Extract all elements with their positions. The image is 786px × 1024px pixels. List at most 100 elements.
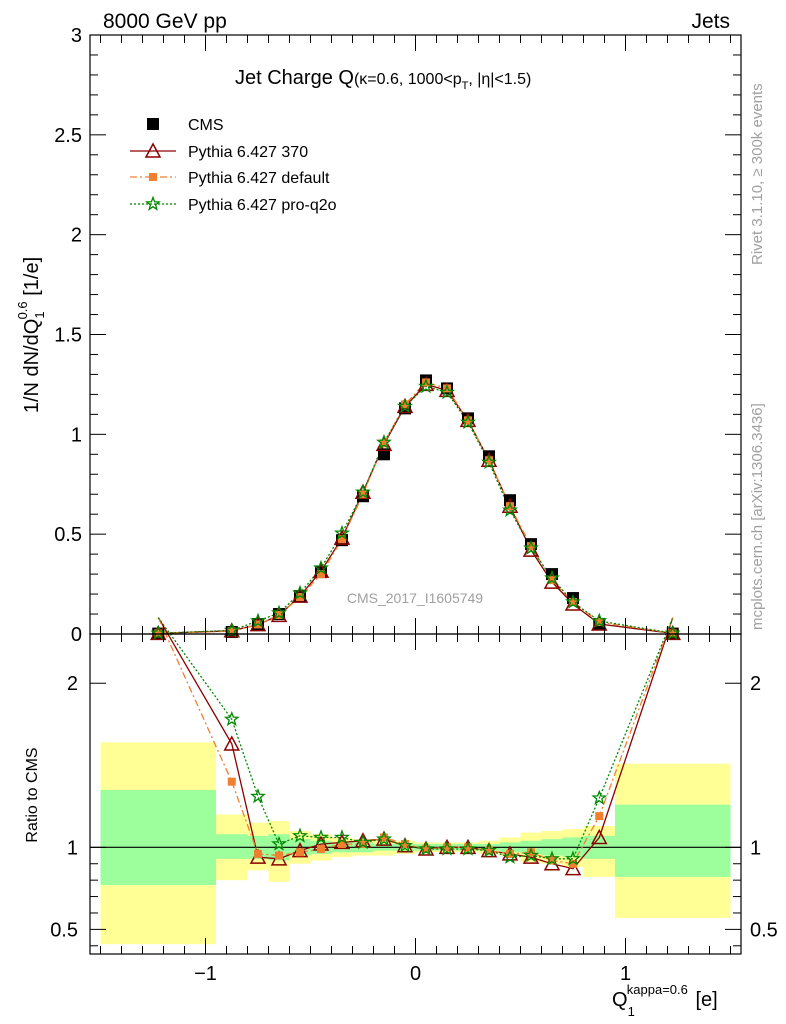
main-point-pro-q2o <box>591 612 608 628</box>
plot-title-cuts: (κ=0.6, 1000<p <box>354 71 462 88</box>
ratio-point-pro-q2o <box>271 835 287 851</box>
plot-title-eta-cut: , |η|<1.5) <box>468 71 531 88</box>
legend-marker-cms <box>147 118 159 130</box>
main-point-pro-q2o <box>544 569 560 585</box>
main-point-default <box>569 598 577 607</box>
main-point-pro-q2o <box>292 584 308 600</box>
main-point-default <box>338 535 346 544</box>
ratio-point-370 <box>564 860 582 876</box>
main-point-pro-q2o <box>150 624 167 641</box>
ratio-point-default <box>569 859 577 868</box>
ratio-point-pro-q2o <box>565 850 581 866</box>
ratio-point-default <box>401 840 409 849</box>
ratio-point-pro-q2o <box>292 827 308 843</box>
process-label: Jets <box>691 10 730 33</box>
ratio-y-tick-label: 1 <box>67 837 78 859</box>
legend-label-3: Pythia 6.427 pro-q2o <box>188 197 337 214</box>
x-axis-label: Q1 kappa=0.6 [e] <box>612 982 718 1019</box>
main-point-default <box>485 456 493 465</box>
legend: CMS Pythia 6.427 370 Pythia 6.427 default P… <box>130 117 337 214</box>
main-point-pro-q2o <box>502 501 518 518</box>
main-point-default <box>380 439 388 448</box>
ratio-y-tick-label-right: 0.5 <box>750 919 778 941</box>
ratio-band-green-bin-19 <box>615 804 731 877</box>
main-point-pro-q2o <box>397 398 413 414</box>
ratio-point-pro-q2o <box>355 834 371 850</box>
ratio-point-pro-q2o <box>223 710 240 727</box>
ratio-panel-series <box>157 617 674 876</box>
legend-marker-pro-q2o <box>145 195 161 211</box>
ratio-point-pro-q2o <box>418 840 434 856</box>
main-point-default <box>296 593 304 602</box>
x-label-subscript: 1 <box>628 1004 635 1019</box>
main-y-tick-label: 3 <box>71 25 82 47</box>
main-point-default <box>401 400 409 409</box>
main-y-tick-label: 0.5 <box>54 524 82 546</box>
legend-label-2: Pythia 6.427 default <box>188 170 330 187</box>
ratio-point-default <box>506 849 514 858</box>
ratio-point-pro-q2o <box>250 788 266 804</box>
x-label-superscript: kappa=0.6 <box>627 982 688 997</box>
main-point-pro-q2o <box>250 612 266 628</box>
ratio-y-tick-label-right: 1 <box>750 837 761 859</box>
legend-label-0: CMS <box>188 117 224 134</box>
ratio-point-pro-q2o <box>397 837 413 853</box>
ratio-y-tick-label: 2 <box>67 673 78 695</box>
main-point-pro-q2o <box>460 414 476 430</box>
main-y-tick-label: 1 <box>71 424 82 446</box>
ratio-point-pro-q2o <box>460 840 476 856</box>
ratio-point-default <box>296 848 304 857</box>
ratio-point-370 <box>223 735 241 751</box>
ratio-point-default <box>227 777 236 786</box>
ratio-point-pro-q2o <box>591 789 608 805</box>
main-point-default <box>527 542 535 551</box>
x-tick-label: 0 <box>410 963 421 985</box>
main-point-pro-q2o <box>271 604 287 620</box>
ratio-point-pro-q2o <box>439 840 455 856</box>
plot-title-pt-subscript: T <box>462 80 469 92</box>
ratio-point-default <box>464 843 472 852</box>
main-y-tick-label: 2 <box>71 225 82 247</box>
legend-marker-default <box>149 173 157 181</box>
legend-label-1: Pythia 6.427 370 <box>188 144 308 161</box>
ratio-y-tick-label: 0.5 <box>50 919 78 941</box>
legend-marker-370 <box>144 142 162 158</box>
mcplots-reference-label: mcplots.cern.ch [arXiv:1306.3436] <box>749 403 766 630</box>
analysis-watermark: CMS_2017_I1605749 <box>347 590 483 606</box>
ratio-point-default <box>548 856 556 865</box>
ratio-point-default <box>443 843 451 852</box>
main-point-pro-q2o <box>376 433 392 450</box>
ratio-point-pro-q2o <box>334 829 350 845</box>
axes-and-ticks: −1 0 1 0 0.5 1 1.5 2 2.5 3 0.5 0.5 1 1 2 2 <box>50 25 778 985</box>
main-point-default <box>443 384 451 393</box>
ratio-point-pro-q2o <box>544 850 560 866</box>
main-point-pro-q2o <box>481 453 497 469</box>
main-point-default <box>227 627 236 636</box>
main-point-pro-q2o <box>439 384 455 400</box>
main-point-pro-q2o <box>223 622 240 638</box>
ratio-point-default <box>380 833 388 842</box>
main-y-label-superscript: 0.6 <box>15 301 30 319</box>
main-y-label-text: 1/N dN/dQ <box>21 319 43 413</box>
ratio-point-default <box>595 812 604 821</box>
main-y-tick-label: 1.5 <box>54 325 82 347</box>
ratio-point-default <box>422 844 430 853</box>
main-panel-series <box>149 374 682 641</box>
ratio-point-default <box>317 844 325 853</box>
main-point-default <box>506 502 514 511</box>
ratio-point-default <box>254 849 262 858</box>
ratio-point-370 <box>522 848 540 864</box>
ratio-uncertainty-bands <box>90 742 741 945</box>
main-point-pro-q2o <box>313 559 329 575</box>
ratio-point-default <box>485 846 493 855</box>
ratio-point-pro-q2o <box>313 829 329 845</box>
ratio-y-axis-label: Ratio to CMS <box>24 747 41 842</box>
ratio-point-pro-q2o <box>481 842 497 858</box>
main-point-pro-q2o <box>334 524 350 540</box>
main-y-label-subscript: 1 <box>32 311 47 318</box>
main-point-pro-q2o <box>355 483 371 499</box>
x-tick-label: 1 <box>620 963 631 985</box>
ratio-point-default <box>359 840 367 849</box>
main-y-tick-label: 2.5 <box>54 125 82 147</box>
ratio-point-pro-q2o <box>376 830 392 846</box>
